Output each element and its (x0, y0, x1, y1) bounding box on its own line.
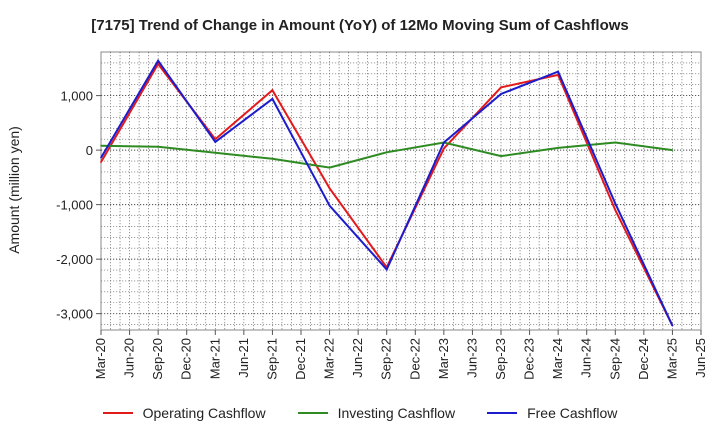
x-tick-label: Sep-22 (379, 338, 394, 380)
chart-title: [7175] Trend of Change in Amount (YoY) o… (91, 17, 629, 34)
x-tick-label: Mar-24 (550, 338, 565, 379)
legend-swatch-free (487, 412, 518, 414)
x-tick-label: Jun-24 (579, 338, 594, 378)
series-point-1 (385, 151, 388, 154)
series-point-0 (328, 187, 331, 190)
x-tick-label: Sep-21 (264, 338, 279, 380)
x-tick-label: Jun-22 (350, 338, 365, 378)
series-point-1 (271, 158, 274, 160)
y-tick-label: -3,000 (56, 307, 93, 322)
series-point-1 (500, 155, 502, 157)
y-tick-label: -1,000 (56, 198, 93, 213)
x-tick-label: Dec-24 (636, 338, 651, 380)
x-tick-label: Jun-23 (464, 338, 479, 378)
series-point-0 (271, 89, 274, 91)
legend-label-investing: Investing Cashflow (337, 405, 456, 421)
series-point-0 (157, 63, 159, 65)
x-tick-label: Sep-24 (607, 338, 622, 380)
series-point-2 (328, 204, 331, 207)
axis-layer: 1,000 0 -1,000 -2,000 -3,000 Mar-20 Jun-20 Sep-… (56, 89, 708, 380)
grid-layer (100, 51, 702, 331)
series-point-2 (157, 59, 159, 62)
x-tick-label: Dec-22 (407, 338, 422, 380)
x-tick-label: Sep-20 (150, 338, 165, 380)
series-point-2 (671, 324, 674, 327)
series-point-2 (271, 98, 274, 100)
x-tick-label: Sep-23 (493, 338, 508, 380)
legend-label-operating: Operating Cashflow (142, 405, 266, 421)
series-point-2 (214, 141, 217, 143)
legend-item-investing[interactable]: Investing Cashflow (297, 405, 456, 421)
y-axis-label: Amount (million yen) (6, 126, 22, 254)
series-point-0 (500, 86, 502, 89)
y-tick-label: -2,000 (56, 252, 93, 267)
legend-item-free[interactable]: Free Cashflow (487, 405, 617, 421)
x-tick-label: Dec-20 (179, 338, 194, 380)
series-point-2 (385, 268, 388, 271)
legend-swatch-operating (102, 412, 133, 414)
series-point-1 (671, 149, 674, 151)
x-tick-label: Dec-23 (522, 338, 537, 380)
x-tick-label: Jun-20 (122, 338, 137, 378)
x-tick-label: Mar-22 (322, 338, 337, 379)
series-point-1 (614, 141, 617, 144)
x-tick-label: Jun-25 (693, 338, 708, 378)
x-tick-label: Dec-21 (293, 338, 308, 380)
y-tick-label: 0 (86, 143, 93, 158)
series-point-1 (100, 144, 102, 147)
y-tick-label: 1,000 (60, 89, 93, 104)
x-tick-label: Mar-25 (664, 338, 679, 379)
series-point-1 (214, 152, 217, 154)
series-point-2 (100, 156, 102, 159)
series-point-1 (328, 166, 331, 169)
series-point-0 (443, 147, 445, 150)
series-point-2 (500, 93, 502, 95)
x-tick-label: Mar-20 (93, 338, 108, 379)
series-layer (100, 58, 674, 327)
series-point-1 (557, 147, 559, 149)
x-tick-label: Mar-21 (207, 338, 222, 379)
plot-frame (100, 51, 702, 331)
legend-swatch-investing (297, 412, 328, 414)
series-point-1 (157, 146, 159, 148)
x-tick-label: Jun-21 (236, 338, 251, 378)
series-point-0 (100, 161, 102, 163)
legend-label-free: Free Cashflow (527, 405, 618, 421)
series-point-0 (614, 209, 617, 211)
series-point-2 (614, 202, 617, 205)
series-point-2 (443, 141, 445, 144)
legend-item-operating[interactable]: Operating Cashflow (102, 405, 266, 421)
x-tick-label: Mar-23 (436, 338, 451, 379)
series-point-2 (557, 70, 559, 73)
legend: Operating Cashflow Investing Cashflow Fr… (0, 405, 720, 421)
